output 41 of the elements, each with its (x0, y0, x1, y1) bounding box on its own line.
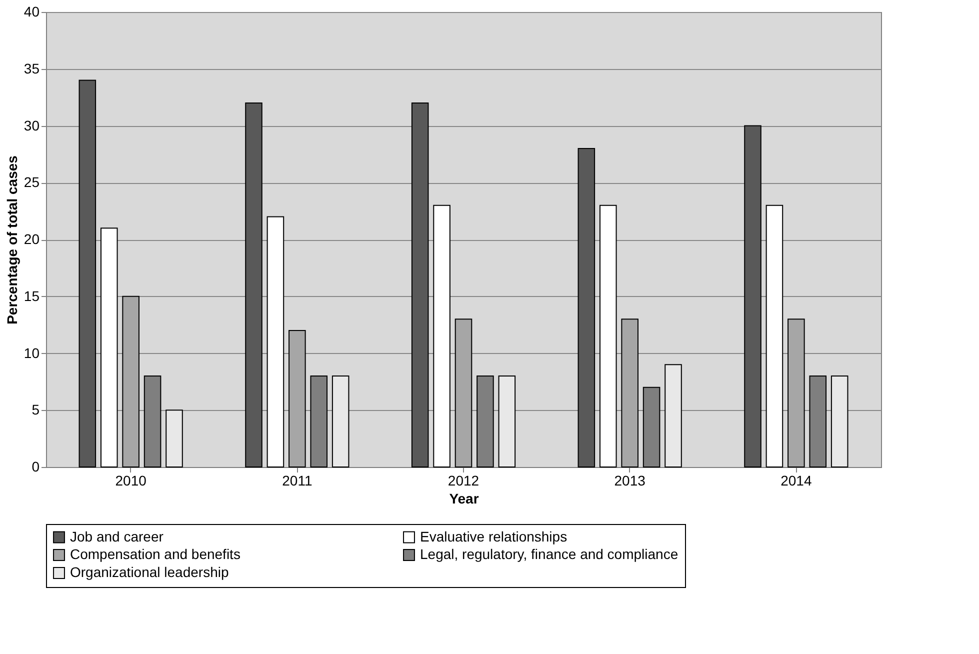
bar (664, 364, 682, 468)
bar (166, 410, 183, 468)
bar (578, 148, 596, 468)
x-tick-label: 2012 (448, 472, 480, 488)
x-tick-label: 2011 (282, 472, 312, 488)
bar (599, 204, 617, 468)
y-tick-label: 40 (24, 4, 40, 20)
x-axis-title: Year (449, 490, 480, 506)
y-tick-label: 15 (24, 288, 40, 304)
y-tick-label: 0 (32, 458, 40, 474)
y-tick-label: 35 (24, 60, 40, 76)
bar (433, 204, 450, 468)
legend-label: Job and career (70, 528, 164, 544)
x-tick-label: 2014 (780, 472, 812, 488)
y-tick-label: 25 (24, 174, 40, 190)
legend-label: Organizational leadership (70, 564, 229, 580)
x-tick-label: 2010 (115, 472, 147, 488)
bar (454, 318, 472, 468)
bar (621, 318, 638, 468)
bar (788, 318, 805, 468)
x-tick-label: 2013 (614, 472, 646, 488)
bar (78, 80, 96, 468)
y-axis-title: Percentage of total cases (4, 155, 20, 324)
bar (266, 216, 284, 468)
legend-label: Compensation and benefits (70, 546, 240, 562)
bar (766, 204, 784, 468)
bar (411, 102, 429, 468)
legend-label: Legal, regulatory, finance and compliance (420, 546, 678, 562)
bar (288, 330, 306, 468)
bar (830, 376, 848, 468)
y-tick-label: 5 (32, 402, 40, 418)
y-tick-label: 20 (24, 231, 40, 247)
y-tick-label: 10 (24, 344, 40, 361)
bar (744, 125, 762, 468)
legend-label: Evaluative relationships (420, 528, 568, 544)
bar (122, 296, 140, 468)
bar (100, 228, 118, 468)
bar (498, 376, 516, 468)
bar (332, 376, 350, 468)
bar (245, 102, 262, 468)
y-tick-label: 30 (24, 117, 40, 134)
